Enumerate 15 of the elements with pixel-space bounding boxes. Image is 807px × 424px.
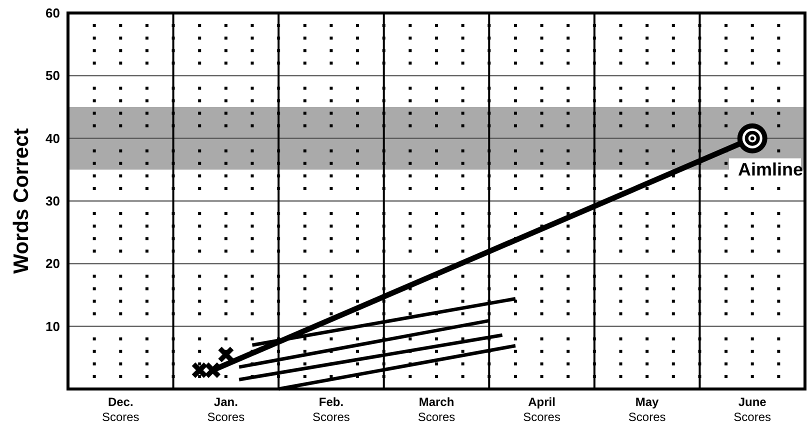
y-tick-label: 30 <box>46 194 60 209</box>
x-tick-label: Jan. Scores <box>207 395 245 424</box>
y-tick-label: 40 <box>46 130 60 146</box>
y-axis-title: Words Correct <box>10 128 33 274</box>
x-tick-label: April Scores <box>523 395 560 424</box>
y-tick-label: 20 <box>46 256 60 272</box>
x-tick-label: Dec. Scores <box>102 395 140 424</box>
x-tick-label: May Scores <box>628 395 666 424</box>
series-label: Aimline <box>738 159 803 180</box>
x-tick-label: March Scores <box>418 395 456 424</box>
y-tick-label: 10 <box>46 318 60 334</box>
y-tick-label: 60 <box>46 6 60 21</box>
x-tick-label: June Scores <box>734 395 772 424</box>
y-tick-label: 50 <box>46 68 60 84</box>
x-tick-label: Feb. Scores <box>312 395 350 424</box>
